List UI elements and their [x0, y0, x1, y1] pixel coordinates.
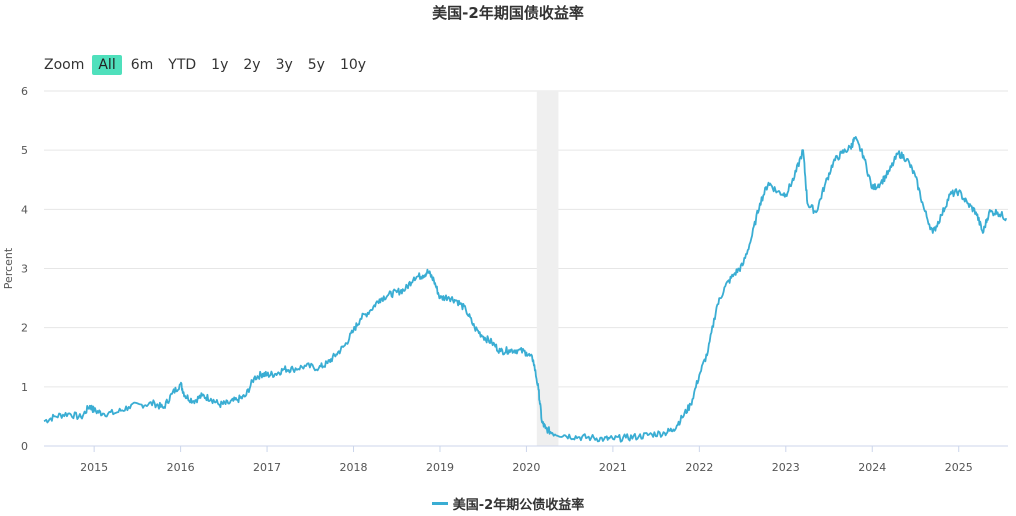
- grid-lines: [44, 90, 1008, 447]
- x-tick-label: 2025: [945, 461, 973, 474]
- x-tick-label: 2023: [772, 461, 800, 474]
- zoom-6m-button[interactable]: 6m: [130, 57, 154, 73]
- line-chart[interactable]: 0 1 2 3 4 5 6 2015 2016 2017 2018 2019 2020 2021 2022…: [0, 0, 1016, 490]
- x-tick-label: 2018: [340, 461, 368, 474]
- x-tick-label: 2019: [426, 461, 454, 474]
- series-line-us-2y[interactable]: [43, 136, 1008, 443]
- zoom-3y-button[interactable]: 3y: [275, 57, 293, 73]
- zoom-10y-button[interactable]: 10y: [339, 57, 367, 73]
- zoom-ytd-button[interactable]: YTD: [168, 57, 197, 73]
- x-tick-label: 2020: [512, 461, 540, 474]
- legend[interactable]: 美国-2年期公债收益率: [0, 494, 1016, 513]
- x-tick-label: 2021: [599, 461, 627, 474]
- legend-swatch: [431, 502, 448, 505]
- y-tick-label: 1: [21, 381, 28, 394]
- chart-title: 美国-2年期国债收益率: [432, 4, 584, 22]
- x-axis: 2015 2016 2017 2018 2019 2020 2021 2022 2023 2024…: [44, 445, 1008, 474]
- y-tick-label: 6: [21, 85, 28, 98]
- x-tick-label: 2022: [685, 461, 713, 474]
- zoom-label: Zoom: [44, 57, 85, 73]
- y-tick-label: 0: [21, 440, 28, 453]
- zoom-all-button[interactable]: All: [92, 55, 122, 75]
- x-tick-label: 2017: [253, 461, 281, 474]
- x-tick-label: 2015: [80, 461, 108, 474]
- x-tick-label: 2024: [858, 461, 886, 474]
- y-tick-label: 4: [21, 203, 28, 216]
- zoom-5y-button[interactable]: 5y: [307, 57, 325, 73]
- y-axis-label: Percent: [2, 247, 15, 289]
- zoom-bar: Zoom All 6m YTD 1y 2y 3y 5y 10y: [44, 55, 375, 75]
- y-tick-label: 3: [21, 263, 28, 276]
- y-axis-ticks: 0 1 2 3 4 5 6: [21, 85, 28, 453]
- x-tick-label: 2016: [167, 461, 195, 474]
- y-tick-label: 2: [21, 322, 28, 335]
- y-tick-label: 5: [21, 144, 28, 157]
- zoom-1y-button[interactable]: 1y: [211, 57, 229, 73]
- zoom-2y-button[interactable]: 2y: [243, 57, 261, 73]
- shaded-period: [536, 91, 559, 446]
- legend-label: 美国-2年期公债收益率: [452, 498, 585, 513]
